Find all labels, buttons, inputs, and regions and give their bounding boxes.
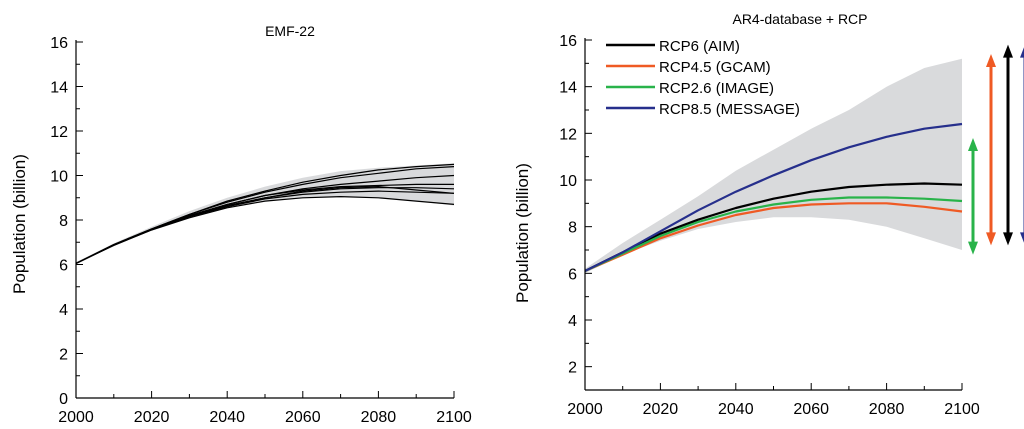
- y-tick-label: 8: [59, 213, 68, 230]
- x-tick-label: 2060: [285, 409, 321, 424]
- series-line-2: [584, 202, 963, 273]
- plot-area: 2 4 6 8 10 12 14 16 2000 2020 2040 2060 2080 2100: [559, 33, 980, 418]
- y-tick-label: 4: [59, 302, 68, 319]
- range-arrow: [1020, 47, 1024, 243]
- series-line-1: [584, 182, 963, 272]
- uncertainty-band: [76, 163, 454, 264]
- x-tick-label: 2100: [436, 409, 472, 424]
- y-tick-label: 12: [50, 124, 68, 141]
- range-arrow-head-up: [1020, 47, 1024, 58]
- chart-title: EMF-22: [265, 23, 315, 39]
- y-tick-label: 2: [59, 347, 68, 364]
- range-arrow-head-down: [1003, 232, 1013, 246]
- range-arrow: [986, 54, 996, 246]
- series-line-3: [584, 196, 963, 272]
- series-line-8: [75, 196, 455, 264]
- x-tick-label: 2040: [718, 401, 754, 418]
- y-tick-label: 10: [559, 173, 577, 190]
- legend-label: RCP4.5 (GCAM): [659, 59, 771, 76]
- x-tick-label: 2080: [869, 401, 905, 418]
- range-arrow-head-up: [986, 54, 996, 67]
- y-tick-label: 4: [568, 313, 577, 330]
- y-tick-label: 12: [559, 126, 577, 143]
- plot-area: 0 2 4 6 8 10 12 14 16 2000 2020 2040 2060 2080 2100: [50, 35, 472, 426]
- range-arrow-head-up: [1003, 44, 1013, 58]
- range-arrow-head-up: [968, 138, 978, 151]
- chart-emf22: EMF-22 Population (billion) 0 2 4 6 8 10 12 14 1…: [10, 23, 472, 426]
- y-tick-label: 14: [50, 80, 68, 97]
- x-tick-label: 2000: [58, 409, 94, 424]
- y-tick-label: 16: [50, 35, 68, 52]
- y-tick-label: 0: [59, 391, 68, 408]
- y-tick-label: 6: [59, 258, 68, 275]
- x-tick-label: 2000: [567, 401, 603, 418]
- legend-label: RCP6 (AIM): [659, 38, 740, 55]
- y-tick-label: 10: [50, 169, 68, 186]
- range-arrow: [968, 138, 978, 255]
- range-arrow-head-down: [968, 241, 978, 255]
- range-arrow: [1003, 44, 1013, 246]
- x-tick-label: 2060: [793, 401, 829, 418]
- y-axis-title: Population (billion): [10, 154, 29, 294]
- series-line-4: [584, 122, 963, 272]
- y-axis-title: Population (billion): [513, 163, 532, 303]
- chart-title: AR4-database + RCP: [732, 11, 867, 27]
- legend: RCP6 (AIM) RCP4.5 (GCAM) RCP2.6 (IMAGE) RCP…: [606, 38, 800, 118]
- x-tick-label: 2020: [134, 409, 170, 424]
- x-tick-label: 2020: [643, 401, 679, 418]
- range-arrows: [968, 44, 1024, 255]
- x-tick-label: 2040: [209, 409, 245, 424]
- legend-label: RCP2.6 (IMAGE): [659, 80, 774, 97]
- legend-label: RCP8.5 (MESSAGE): [659, 101, 800, 118]
- y-tick-label: 16: [559, 33, 577, 50]
- chart-ar4-rcp: AR4-database + RCP Population (billion) …: [513, 11, 1024, 418]
- range-arrow-head-down: [1020, 232, 1024, 243]
- x-tick-label: 2100: [944, 401, 980, 418]
- y-tick-label: 6: [568, 266, 577, 283]
- range-arrow-head-down: [986, 232, 996, 246]
- y-tick-label: 8: [568, 220, 577, 237]
- y-tick-label: 14: [559, 80, 577, 97]
- x-tick-label: 2080: [361, 409, 397, 424]
- y-tick-label: 2: [568, 360, 577, 377]
- series-line-6: [75, 190, 455, 264]
